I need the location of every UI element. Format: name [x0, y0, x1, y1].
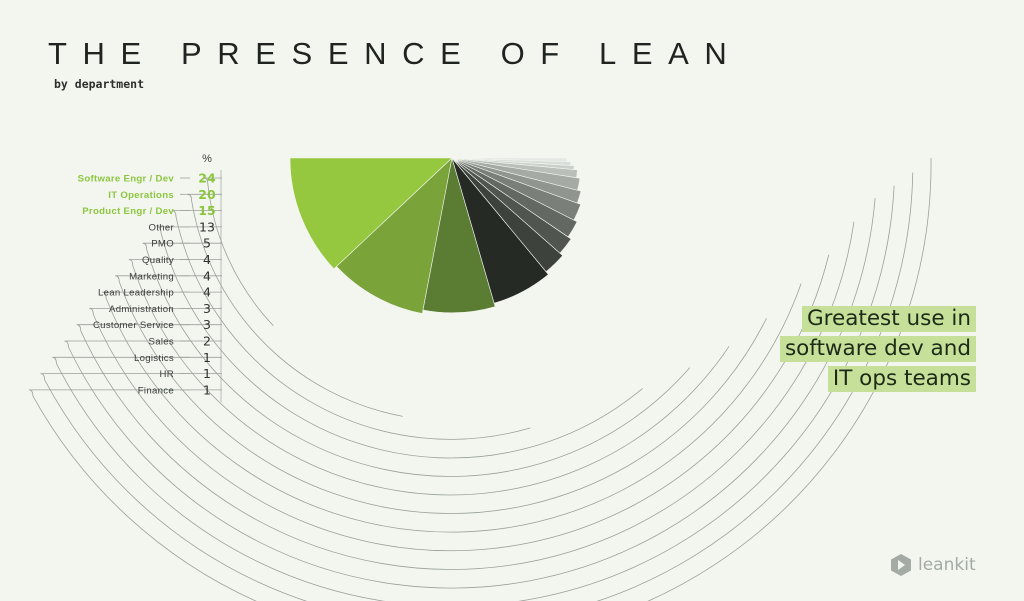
chart-subtitle: by department	[54, 77, 145, 91]
guide-line	[102, 283, 802, 533]
pie-slice	[451, 157, 572, 166]
category-label: Marketing	[129, 271, 174, 282]
pie-slice	[451, 157, 564, 273]
category-label: Customer Service	[93, 320, 174, 331]
data-label: 4	[203, 285, 211, 300]
category-label: Other	[149, 222, 175, 233]
value-column-header: %	[202, 153, 212, 165]
category-label: Finance	[138, 385, 174, 396]
pie-slice	[451, 157, 572, 254]
pie-slice	[451, 157, 578, 238]
category-label: IT Operations	[108, 190, 174, 201]
data-label: 1	[203, 382, 211, 397]
data-label: 15	[198, 203, 215, 218]
category-label: Lean Leadership	[98, 288, 174, 299]
data-label: 3	[203, 301, 211, 316]
pie-slice	[289, 157, 453, 270]
guide-line	[64, 197, 876, 589]
data-label: 3	[203, 317, 211, 332]
pie-slice	[451, 157, 581, 191]
category-label: Quality	[142, 255, 174, 266]
pie-slice	[451, 157, 582, 221]
category-label: PMO	[151, 239, 174, 250]
data-label: 1	[203, 366, 211, 381]
pie-slice	[451, 157, 568, 162]
pie-slice	[451, 157, 582, 204]
leankit-logo: leankit	[890, 553, 976, 577]
category-label: Administration	[109, 304, 174, 315]
guide-line	[203, 177, 274, 326]
guide-line	[89, 254, 830, 552]
pie-slice	[422, 157, 496, 314]
callout-line-1: Greatest use in	[801, 306, 976, 332]
data-label: 24	[198, 171, 216, 186]
callout-line-3: IT ops teams	[827, 366, 976, 392]
data-label: 5	[203, 236, 211, 251]
leankit-wordmark: leankit	[918, 555, 976, 575]
data-label: 13	[199, 219, 215, 234]
data-label: 4	[203, 268, 211, 283]
pie-slice	[451, 157, 575, 170]
category-label: Product Engr / Dev	[82, 206, 174, 217]
guide-line	[157, 226, 643, 459]
callout-box: Greatest use in software dev and IT ops …	[779, 306, 976, 396]
category-label: HR	[160, 369, 174, 380]
data-label: 1	[203, 350, 211, 365]
guide-line	[187, 193, 403, 417]
chart-title: THE PRESENCE OF LEAN	[48, 36, 743, 71]
pie-slice	[451, 157, 578, 179]
data-label: 4	[203, 252, 211, 267]
pie-slice	[451, 157, 549, 304]
guide-line	[115, 275, 767, 514]
callout-line-2: software dev and	[779, 336, 976, 362]
category-label: Logistics	[134, 353, 174, 364]
data-label: 2	[203, 334, 211, 349]
leankit-logo-icon	[891, 554, 911, 576]
guide-line	[142, 242, 691, 477]
data-label: 20	[198, 187, 216, 202]
guide-line	[171, 210, 531, 440]
pie-slice	[336, 157, 453, 314]
category-label: Sales	[149, 337, 175, 348]
guide-line	[128, 259, 730, 496]
category-label: Software Engr / Dev	[78, 174, 175, 185]
